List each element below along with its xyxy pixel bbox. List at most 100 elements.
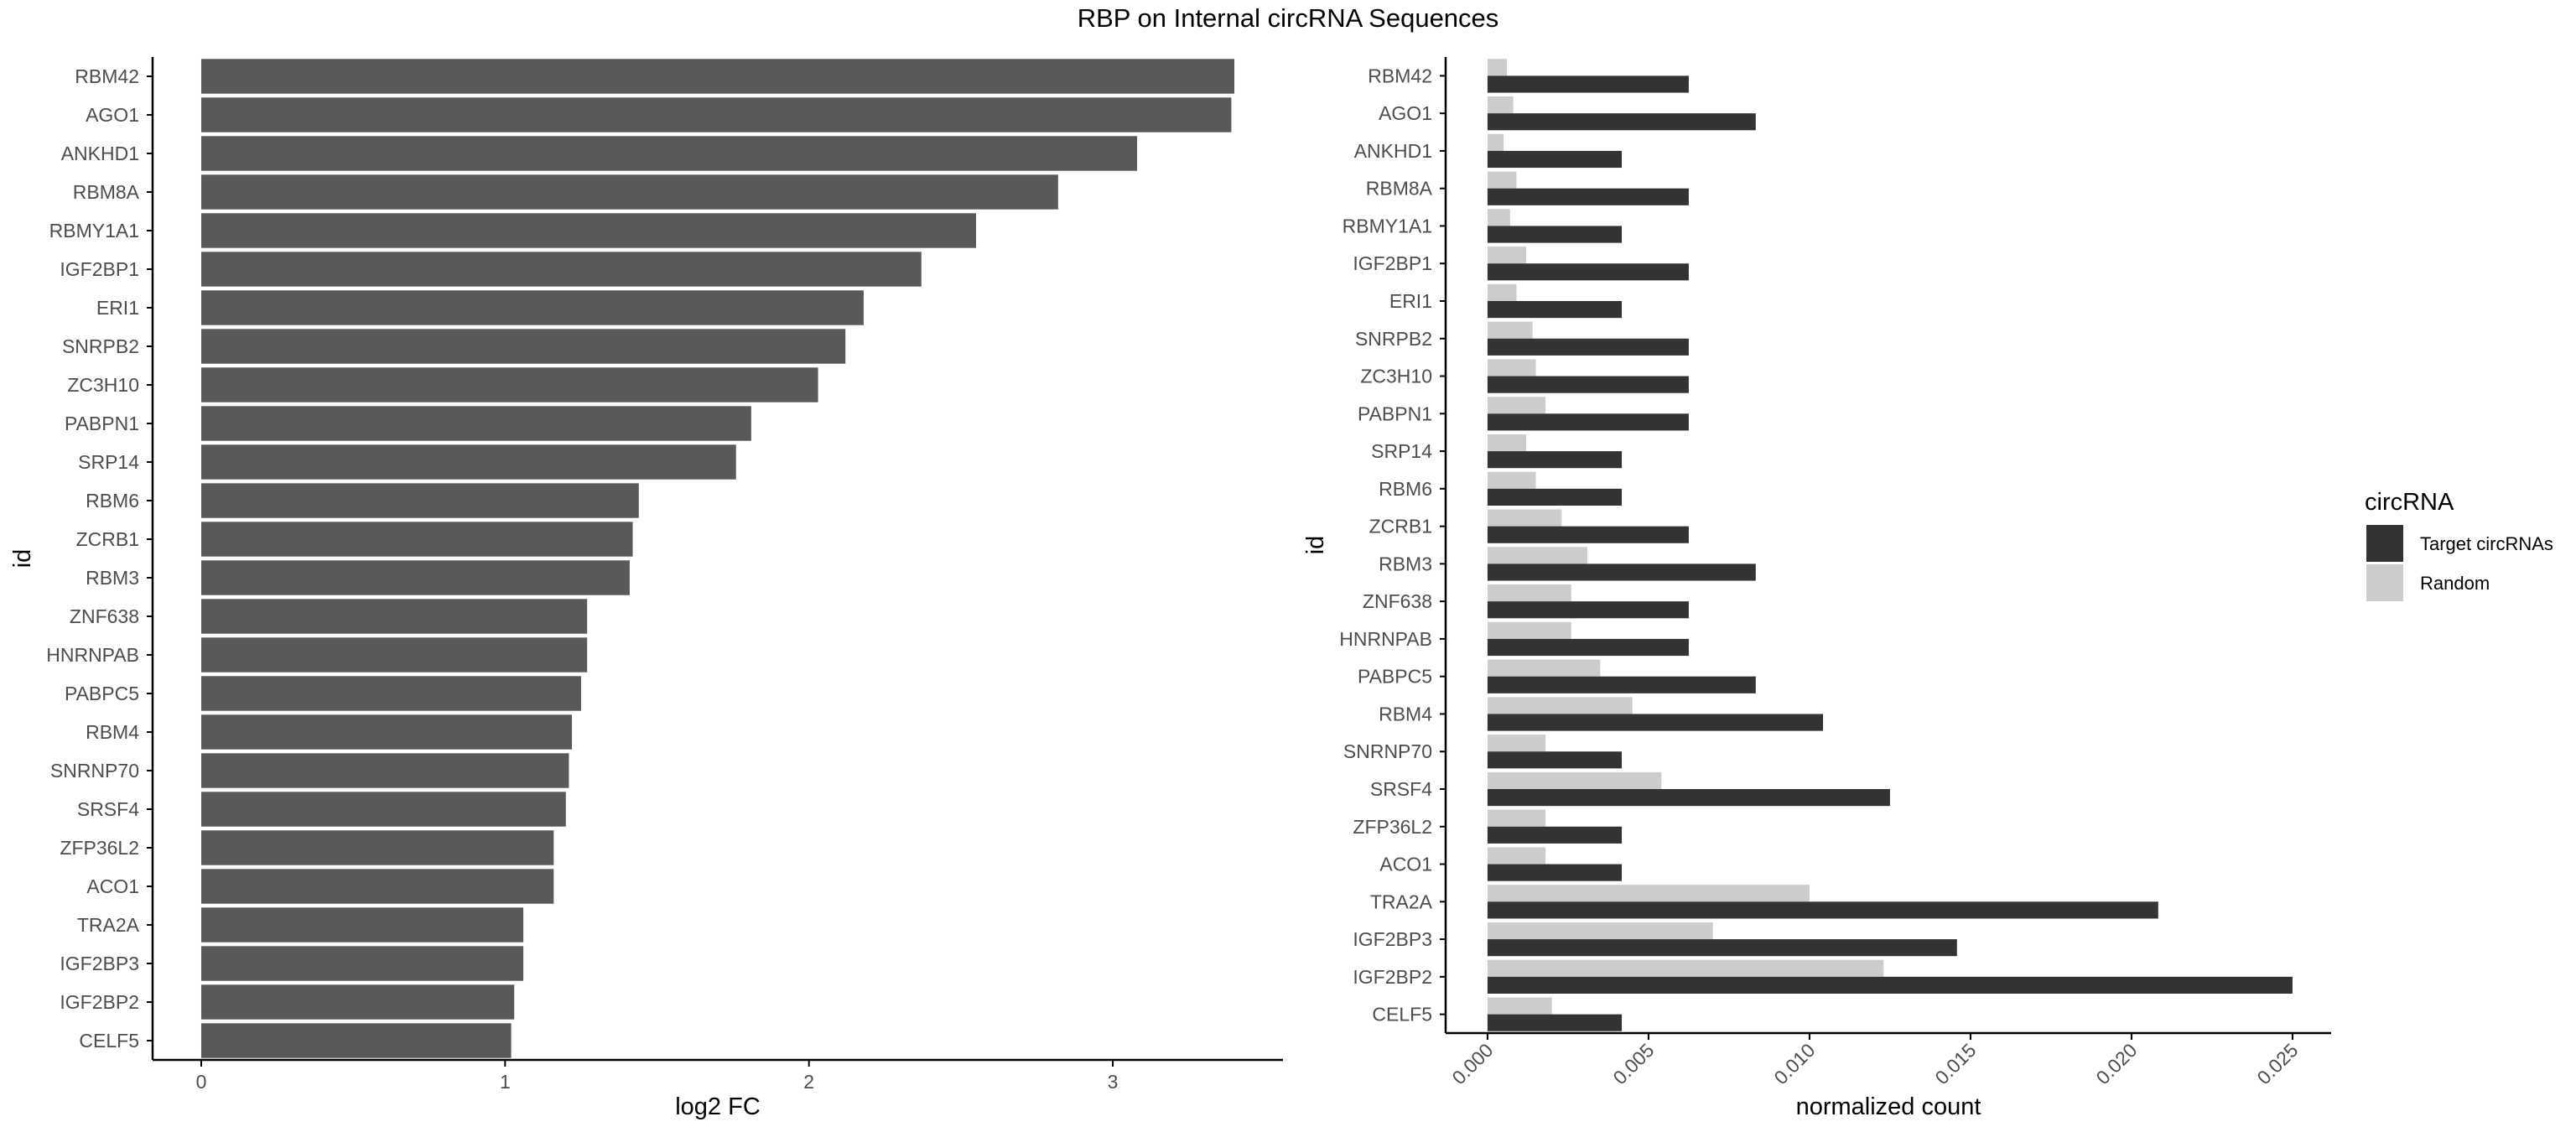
bar-target-aco1 xyxy=(1487,864,1623,881)
y-tick-label-pabpn1: PABPN1 xyxy=(1358,402,1432,424)
y-tick-label-igf2bp3: IGF2BP3 xyxy=(60,953,139,974)
y-tick-label-tra2a: TRA2A xyxy=(1370,891,1433,912)
legend: circRNA Target circRNAs Random xyxy=(2365,489,2553,601)
bar-srp14 xyxy=(200,444,736,480)
bar-ago1 xyxy=(200,97,1232,132)
bar-random-hnrnpab xyxy=(1487,621,1571,639)
bar-target-igf2bp2 xyxy=(1487,976,2293,994)
y-tick-label-igf2bp2: IGF2BP2 xyxy=(60,991,139,1013)
bar-random-zfp36l2 xyxy=(1487,809,1546,827)
bar-random-rbm3 xyxy=(1487,547,1587,564)
bar-random-srsf4 xyxy=(1487,771,1662,789)
y-tick-label-pabpc5: PABPC5 xyxy=(65,683,139,704)
y-tick-label-srsf4: SRSF4 xyxy=(1370,778,1432,800)
y-tick-label-celf5: CELF5 xyxy=(79,1030,139,1052)
bar-random-zcrb1 xyxy=(1487,509,1562,527)
y-tick-label-pabpc5: PABPC5 xyxy=(1358,666,1432,688)
right-bar-panel: RBM42 AGO1 ANKHD1 RBM8A RBMY1A1 IGF2BP1 ERI1 SN… xyxy=(1302,57,2331,1120)
bar-target-tra2a xyxy=(1487,901,2158,919)
y-tick-label-zcrb1: ZCRB1 xyxy=(1369,516,1432,538)
bar-random-celf5 xyxy=(1487,997,1552,1015)
y-tick-label-rbm8a: RBM8A xyxy=(1366,178,1433,200)
bar-znf638 xyxy=(200,599,588,634)
bar-srsf4 xyxy=(200,792,566,827)
bar-target-rbmy1a1 xyxy=(1487,226,1623,243)
y-tick-label-rbm3: RBM3 xyxy=(1379,553,1432,574)
x-tick-label: 2 xyxy=(803,1071,814,1093)
bar-random-tra2a xyxy=(1487,885,1810,902)
bar-random-aco1 xyxy=(1487,847,1546,865)
bar-rbm4 xyxy=(200,714,573,750)
bar-rbm42 xyxy=(200,59,1235,94)
bar-random-znf638 xyxy=(1487,584,1571,602)
legend-label-random: Random xyxy=(2420,573,2490,594)
y-tick-label-hnrnpab: HNRNPAB xyxy=(46,644,139,666)
bar-rbm3 xyxy=(200,560,630,595)
bar-target-celf5 xyxy=(1487,1014,1623,1031)
bar-snrpb2 xyxy=(200,329,846,364)
bar-target-igf2bp3 xyxy=(1487,939,1957,957)
x-tick-label: 0.000 xyxy=(1447,1039,1497,1088)
bar-random-rbm4 xyxy=(1487,697,1633,714)
x-tick-label: 1 xyxy=(500,1071,511,1093)
y-axis-title: id xyxy=(9,549,36,569)
x-tick-label: 0.010 xyxy=(1769,1039,1819,1088)
bar-target-rbm8a xyxy=(1487,188,1689,205)
y-tick-label-srp14: SRP14 xyxy=(1371,440,1432,462)
bar-igf2bp3 xyxy=(200,946,524,981)
bar-random-snrnp70 xyxy=(1487,735,1546,752)
bar-zcrb1 xyxy=(200,522,633,557)
y-tick-label-znf638: ZNF638 xyxy=(1363,590,1432,612)
bar-igf2bp2 xyxy=(200,984,515,1020)
bar-random-eri1 xyxy=(1487,283,1517,301)
y-tick-label-eri1: ERI1 xyxy=(96,297,139,319)
bar-target-zfp36l2 xyxy=(1487,826,1623,844)
y-tick-label-celf5: CELF5 xyxy=(1372,1004,1432,1026)
bar-target-hnrnpab xyxy=(1487,638,1689,657)
y-tick-label-pabpn1: PABPN1 xyxy=(65,413,139,434)
y-tick-label-ago1: AGO1 xyxy=(86,104,139,126)
bar-random-pabpc5 xyxy=(1487,659,1601,677)
x-tick-label: 0.015 xyxy=(1930,1039,1980,1088)
bar-random-igf2bp3 xyxy=(1487,922,1713,940)
bar-random-pabpn1 xyxy=(1487,397,1546,414)
bar-target-pabpn1 xyxy=(1487,413,1689,431)
y-tick-label-igf2bp1: IGF2BP1 xyxy=(1353,252,1432,274)
bar-target-znf638 xyxy=(1487,601,1689,619)
bar-random-srp14 xyxy=(1487,434,1526,452)
y-tick-label-zfp36l2: ZFP36L2 xyxy=(1353,816,1432,838)
bar-rbm6 xyxy=(200,483,639,518)
bar-target-srp14 xyxy=(1487,451,1623,469)
y-tick-label-igf2bp3: IGF2BP3 xyxy=(1353,928,1432,950)
y-tick-label-zc3h10: ZC3H10 xyxy=(67,374,139,396)
y-tick-label-aco1: ACO1 xyxy=(86,875,139,897)
y-tick-label-hnrnpab: HNRNPAB xyxy=(1339,628,1432,650)
x-tick-label: 0.025 xyxy=(2252,1039,2302,1088)
bar-random-igf2bp2 xyxy=(1487,959,1884,977)
y-tick-label-eri1: ERI1 xyxy=(1389,290,1432,312)
bar-ankhd1 xyxy=(200,136,1138,171)
bar-hnrnpab xyxy=(200,637,588,673)
bar-tra2a xyxy=(200,907,524,943)
y-tick-label-rbmy1a1: RBMY1A1 xyxy=(49,220,139,242)
y-tick-label-rbm6: RBM6 xyxy=(1379,478,1432,500)
y-tick-label-rbm42: RBM42 xyxy=(75,65,139,87)
y-tick-label-snrnp70: SNRNP70 xyxy=(50,760,139,782)
bar-snrnp70 xyxy=(200,753,569,788)
y-tick-label-zc3h10: ZC3H10 xyxy=(1360,366,1432,387)
x-tick-label: 0 xyxy=(196,1071,207,1093)
y-tick-label-rbm6: RBM6 xyxy=(86,490,139,512)
bar-target-srsf4 xyxy=(1487,789,1890,807)
bar-target-rbm6 xyxy=(1487,488,1623,506)
bar-rbmy1a1 xyxy=(200,213,977,248)
legend-key-target xyxy=(2366,525,2403,562)
bar-random-snrpb2 xyxy=(1487,321,1533,339)
y-tick-label-snrpb2: SNRPB2 xyxy=(62,335,139,357)
y-tick-label-igf2bp2: IGF2BP2 xyxy=(1353,966,1432,988)
bar-target-igf2bp1 xyxy=(1487,263,1689,281)
y-tick-label-igf2bp1: IGF2BP1 xyxy=(60,258,139,280)
y-tick-label-aco1: ACO1 xyxy=(1379,854,1432,875)
y-tick-label-rbm42: RBM42 xyxy=(1368,65,1432,86)
bar-aco1 xyxy=(200,869,554,904)
y-tick-label-snrnp70: SNRNP70 xyxy=(1343,740,1432,762)
